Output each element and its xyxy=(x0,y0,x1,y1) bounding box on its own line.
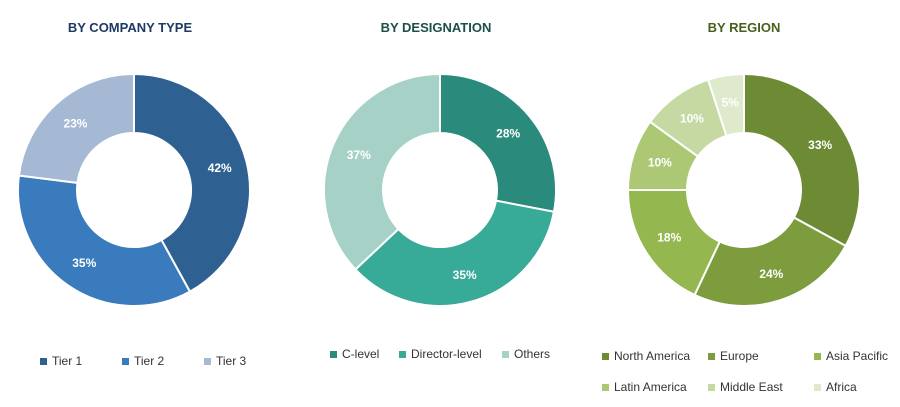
chart-title-company-type: BY COMPANY TYPE xyxy=(67,20,193,35)
chart-title-designation: BY DESIGNATION xyxy=(380,20,492,35)
legend-item-latin-america: Latin America xyxy=(602,380,687,394)
legend-swatch xyxy=(814,352,821,360)
legend-swatch xyxy=(602,383,609,391)
legend-item-director-level: Director-level xyxy=(399,347,482,361)
legend-label: Others xyxy=(514,347,551,361)
legend-label: Tier 2 xyxy=(134,354,165,368)
donut-chart-company-type: 42% 35% 23% xyxy=(17,72,251,307)
legend-item-middle-east: Middle East xyxy=(708,380,783,394)
data-label-tier-2: 35% xyxy=(72,256,96,270)
legend-label: Africa xyxy=(826,380,857,394)
legend-label: Tier 1 xyxy=(52,354,83,368)
legend-swatch xyxy=(708,352,715,360)
legend-label: North America xyxy=(614,349,691,363)
data-label-director-level: 35% xyxy=(453,268,477,282)
donut-chart-designation: 28% 35% 37% xyxy=(323,72,557,307)
legend-item-tier-3: Tier 3 xyxy=(204,354,246,368)
slice-europe xyxy=(693,216,848,307)
donut-chart-region: 33% 24% 18% 10% 10% 5% xyxy=(626,72,861,307)
slice-tier-1 xyxy=(133,72,251,294)
slice-director-level xyxy=(354,199,556,307)
legend-label: C-level xyxy=(342,347,380,361)
slice-c-level xyxy=(439,72,557,213)
data-label-north-america: 33% xyxy=(808,138,832,152)
legend-item-tier-1: Tier 1 xyxy=(40,354,82,368)
legend-swatch xyxy=(399,350,406,358)
data-label-middle-east: 10% xyxy=(680,111,704,125)
data-label-europe: 24% xyxy=(759,267,783,281)
data-label-c-level: 28% xyxy=(496,127,520,141)
data-label-tier-1: 42% xyxy=(208,161,232,175)
legend-label: Tier 3 xyxy=(216,354,247,368)
legend-swatch xyxy=(708,383,715,391)
slice-tier-2 xyxy=(17,174,192,307)
legend-item-europe: Europe xyxy=(708,349,759,363)
slice-others xyxy=(323,72,441,271)
slice-tier-3 xyxy=(17,72,135,184)
data-label-asia-pacific: 18% xyxy=(657,230,681,244)
data-label-africa: 5% xyxy=(721,96,739,110)
data-label-tier-3: 23% xyxy=(63,117,87,131)
chart-title-region: BY REGION xyxy=(707,20,781,35)
legend-item-others: Others xyxy=(502,347,550,361)
legend-swatch xyxy=(204,357,211,365)
slice-africa xyxy=(706,72,745,138)
legend-item-north-america: North America xyxy=(602,349,690,363)
legend-swatch xyxy=(122,357,129,365)
data-label-latin-america: 10% xyxy=(648,156,672,170)
legend-swatch xyxy=(330,350,337,358)
legend-item-asia-pacific: Asia Pacific xyxy=(814,349,888,363)
legend-label: Latin America xyxy=(614,380,687,394)
legend-item-c-level: C-level xyxy=(330,347,379,361)
slice-north-america xyxy=(743,72,861,248)
legend-label: Asia Pacific xyxy=(826,349,889,363)
legend-label: Director-level xyxy=(411,347,482,361)
legend-label: Middle East xyxy=(720,380,783,394)
legend-item-tier-2: Tier 2 xyxy=(122,354,164,368)
legend-swatch xyxy=(814,383,821,391)
legend-swatch xyxy=(40,357,47,365)
data-label-others: 37% xyxy=(347,148,371,162)
legend-swatch xyxy=(502,350,509,358)
legend-swatch xyxy=(602,352,609,360)
legend-item-africa: Africa xyxy=(814,380,857,394)
legend-label: Europe xyxy=(720,349,759,363)
